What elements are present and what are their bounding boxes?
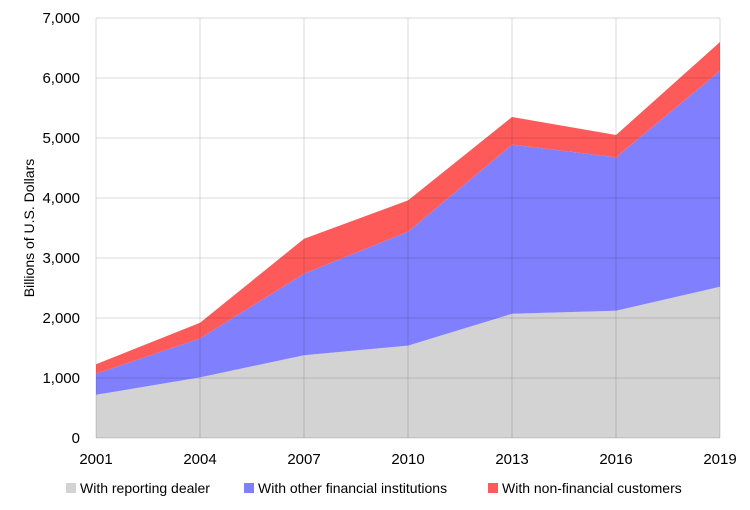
area-series-3 [96,42,720,374]
y-tick-label-6: 6,000 [42,70,80,87]
area-series [96,42,720,438]
x-tick-label-6: 2019 [703,451,736,468]
x-tick-label-3: 2010 [391,451,424,468]
y-tick-label-0: 0 [72,430,80,447]
x-tick-label-0: 2001 [79,451,112,468]
x-tick-label-4: 2013 [495,451,528,468]
legend-swatch-2 [244,483,254,493]
y-tick-labels: 0 1,000 2,000 3,000 4,000 5,000 6,000 7,000 [42,10,80,447]
legend-label-1: With reporting dealer [80,480,210,496]
x-tick-label-1: 2004 [183,451,216,468]
x-tick-label-5: 2016 [599,451,632,468]
legend: With reporting dealer With other financia… [66,480,682,496]
legend-label-3: With non-financial customers [502,480,682,496]
x-tick-labels: 2001 2004 2007 2010 2013 2016 2019 [79,451,736,468]
legend-label-2: With other financial institutions [258,480,447,496]
legend-swatch-3 [488,483,498,493]
y-tick-label-2: 2,000 [42,310,80,327]
y-tick-label-3: 3,000 [42,250,80,267]
y-tick-label-4: 4,000 [42,190,80,207]
y-tick-label-7: 7,000 [42,10,80,27]
y-tick-label-5: 5,000 [42,130,80,147]
x-tick-label-2: 2007 [287,451,320,468]
area-series-1 [96,286,720,438]
legend-swatch-1 [66,483,76,493]
axes [95,17,721,439]
y-tick-label-1: 1,000 [42,370,80,387]
y-axis-title: Billions of U.S. Dollars [21,159,37,298]
area-series-2 [96,70,720,395]
